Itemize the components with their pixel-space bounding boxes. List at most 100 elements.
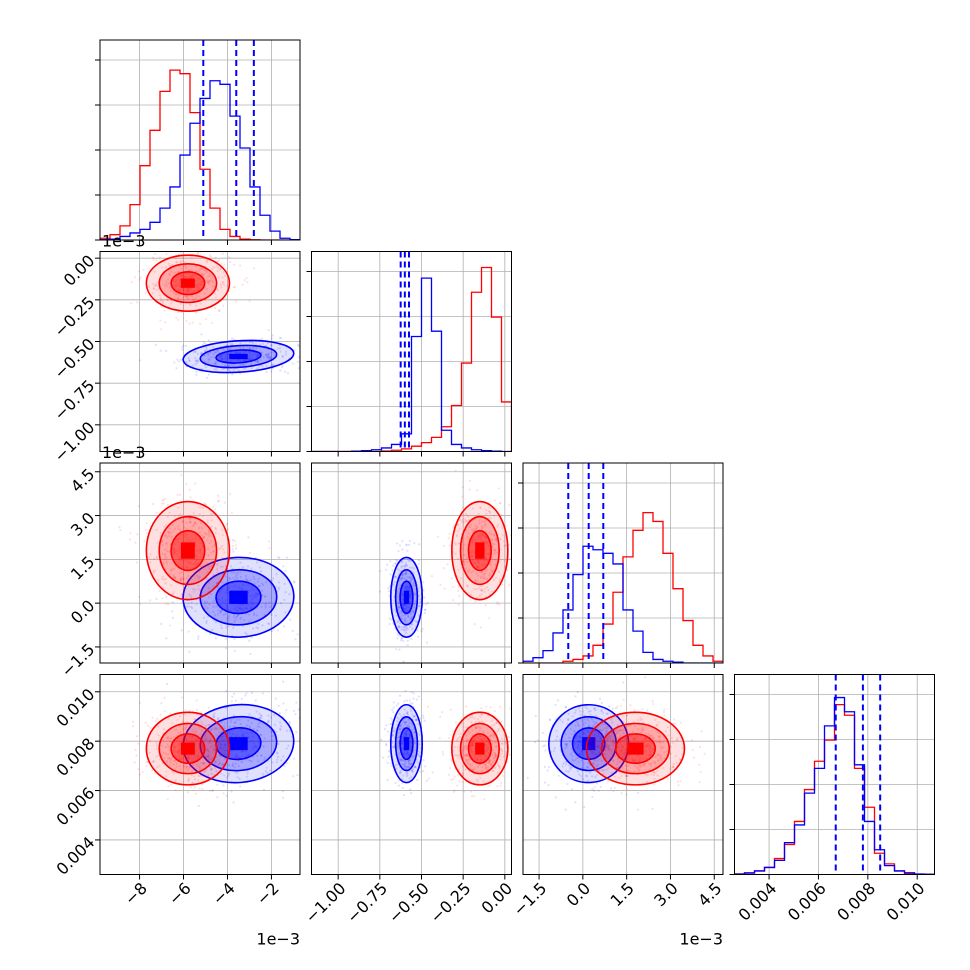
sample-point — [216, 783, 219, 786]
sample-point — [407, 615, 410, 618]
sample-point — [262, 356, 265, 359]
sample-point — [412, 567, 416, 570]
sample-point — [250, 760, 253, 763]
sample-point — [183, 276, 186, 279]
sample-point — [581, 749, 584, 753]
sample-point — [412, 767, 415, 770]
sample-point — [395, 559, 398, 562]
sample-point — [607, 735, 610, 738]
sample-point — [162, 498, 165, 502]
sample-point — [208, 581, 211, 584]
sample-point — [629, 704, 632, 707]
sample-point — [164, 321, 167, 324]
sample-point — [402, 764, 405, 767]
sample-point — [505, 544, 508, 547]
sample-point — [266, 721, 269, 724]
sample-point — [604, 752, 607, 756]
sample-point — [260, 589, 264, 592]
sample-point — [400, 566, 403, 569]
sample-point — [178, 555, 181, 559]
sample-point — [205, 619, 208, 623]
sample-point — [258, 365, 261, 368]
sample-point — [257, 722, 260, 725]
sample-point — [402, 597, 405, 600]
sample-point — [490, 568, 493, 571]
sample-point — [208, 542, 211, 545]
sample-point — [418, 733, 421, 736]
sample-point — [223, 501, 227, 504]
sample-point — [187, 777, 190, 780]
sample-point — [388, 585, 391, 588]
sample-point — [189, 304, 192, 307]
sample-point — [190, 294, 193, 298]
sample-point — [165, 775, 168, 778]
sample-point — [269, 355, 272, 359]
sample-point — [398, 728, 401, 731]
sample-point — [622, 715, 625, 718]
sample-point — [155, 259, 158, 262]
sample-point — [418, 598, 421, 601]
sample-point — [476, 558, 480, 561]
sample-point — [497, 764, 500, 767]
sample-point — [397, 605, 400, 609]
sample-point — [610, 787, 613, 790]
sample-point — [644, 773, 647, 776]
sample-point — [402, 774, 405, 777]
sample-point — [464, 567, 467, 570]
sample-point — [190, 256, 194, 259]
sample-point — [199, 750, 203, 753]
sample-point — [455, 739, 459, 742]
sample-point — [578, 773, 581, 776]
sample-point — [410, 577, 413, 581]
sample-point — [185, 290, 189, 293]
sample-point — [389, 723, 392, 726]
sample-point — [402, 639, 405, 642]
sample-point — [231, 695, 234, 698]
sample-point — [135, 301, 139, 304]
sample-point — [480, 585, 483, 588]
sample-point — [482, 533, 485, 537]
sample-point — [497, 487, 500, 490]
sample-point — [209, 356, 212, 359]
sample-point — [633, 725, 636, 728]
sample-point — [484, 523, 488, 526]
sample-point — [205, 348, 208, 351]
sample-point — [237, 759, 240, 762]
sample-point — [487, 545, 490, 548]
sample-point — [200, 272, 204, 275]
sample-point — [226, 357, 229, 360]
sample-point — [258, 566, 261, 569]
sample-point — [405, 587, 408, 590]
sample-point — [223, 743, 226, 746]
sample-point — [424, 608, 427, 612]
sample-point — [281, 355, 285, 358]
sample-point — [219, 283, 223, 286]
sample-point — [278, 336, 281, 339]
sample-point — [401, 614, 404, 617]
sample-point — [221, 597, 224, 600]
sample-point — [571, 715, 574, 718]
sample-point — [595, 765, 598, 768]
sample-point — [622, 681, 625, 684]
sample-point — [483, 572, 486, 576]
sample-point — [271, 363, 275, 366]
sample-point — [644, 750, 647, 753]
sample-point — [490, 734, 493, 737]
sample-point — [483, 737, 486, 740]
sample-point — [257, 577, 260, 580]
sample-point — [407, 559, 410, 562]
sample-point — [406, 752, 409, 755]
sample-point — [216, 718, 219, 721]
sample-point — [400, 609, 403, 613]
sample-point — [605, 739, 608, 743]
sample-point — [223, 263, 226, 266]
sample-point — [405, 732, 408, 735]
sample-point — [233, 286, 236, 289]
sample-point — [474, 720, 477, 724]
sample-point — [226, 749, 229, 753]
sample-point — [174, 754, 178, 758]
sample-point — [478, 562, 481, 565]
sample-point — [177, 556, 180, 559]
sample-point — [625, 785, 628, 789]
sample-point — [217, 266, 220, 270]
